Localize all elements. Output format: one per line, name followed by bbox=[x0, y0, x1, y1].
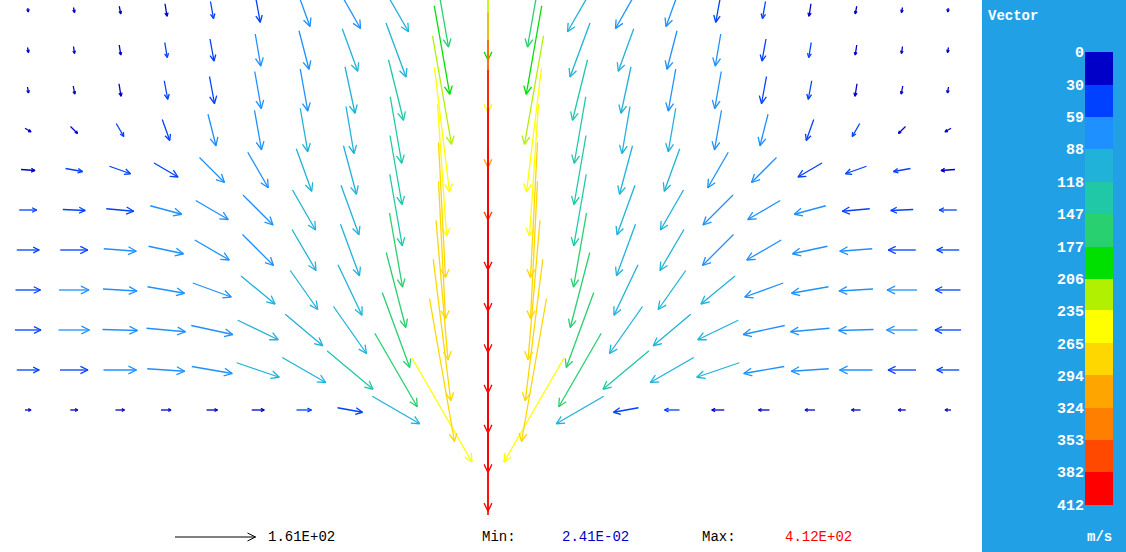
svg-text:Max:: Max: bbox=[702, 529, 736, 545]
svg-text:30: 30 bbox=[1066, 78, 1084, 95]
svg-text:147: 147 bbox=[1057, 207, 1084, 224]
svg-text:353: 353 bbox=[1057, 433, 1084, 450]
svg-text:88: 88 bbox=[1066, 142, 1084, 159]
svg-text:412: 412 bbox=[1057, 498, 1084, 515]
svg-text:59: 59 bbox=[1066, 110, 1084, 127]
svg-text:177: 177 bbox=[1057, 240, 1084, 257]
svg-text:294: 294 bbox=[1057, 369, 1084, 386]
svg-text:1.61E+02: 1.61E+02 bbox=[268, 529, 335, 545]
svg-text:m/s: m/s bbox=[1087, 529, 1112, 545]
svg-text:Min:: Min: bbox=[482, 529, 516, 545]
svg-text:265: 265 bbox=[1057, 337, 1084, 354]
svg-text:Vector: Vector bbox=[988, 8, 1038, 24]
svg-text:324: 324 bbox=[1057, 401, 1084, 418]
svg-text:2.41E-02: 2.41E-02 bbox=[562, 529, 629, 545]
svg-text:382: 382 bbox=[1057, 465, 1084, 482]
svg-text:118: 118 bbox=[1057, 175, 1084, 192]
svg-text:4.12E+02: 4.12E+02 bbox=[785, 529, 852, 545]
svg-text:0: 0 bbox=[1075, 45, 1084, 62]
svg-text:235: 235 bbox=[1057, 304, 1084, 321]
svg-text:206: 206 bbox=[1057, 272, 1084, 289]
